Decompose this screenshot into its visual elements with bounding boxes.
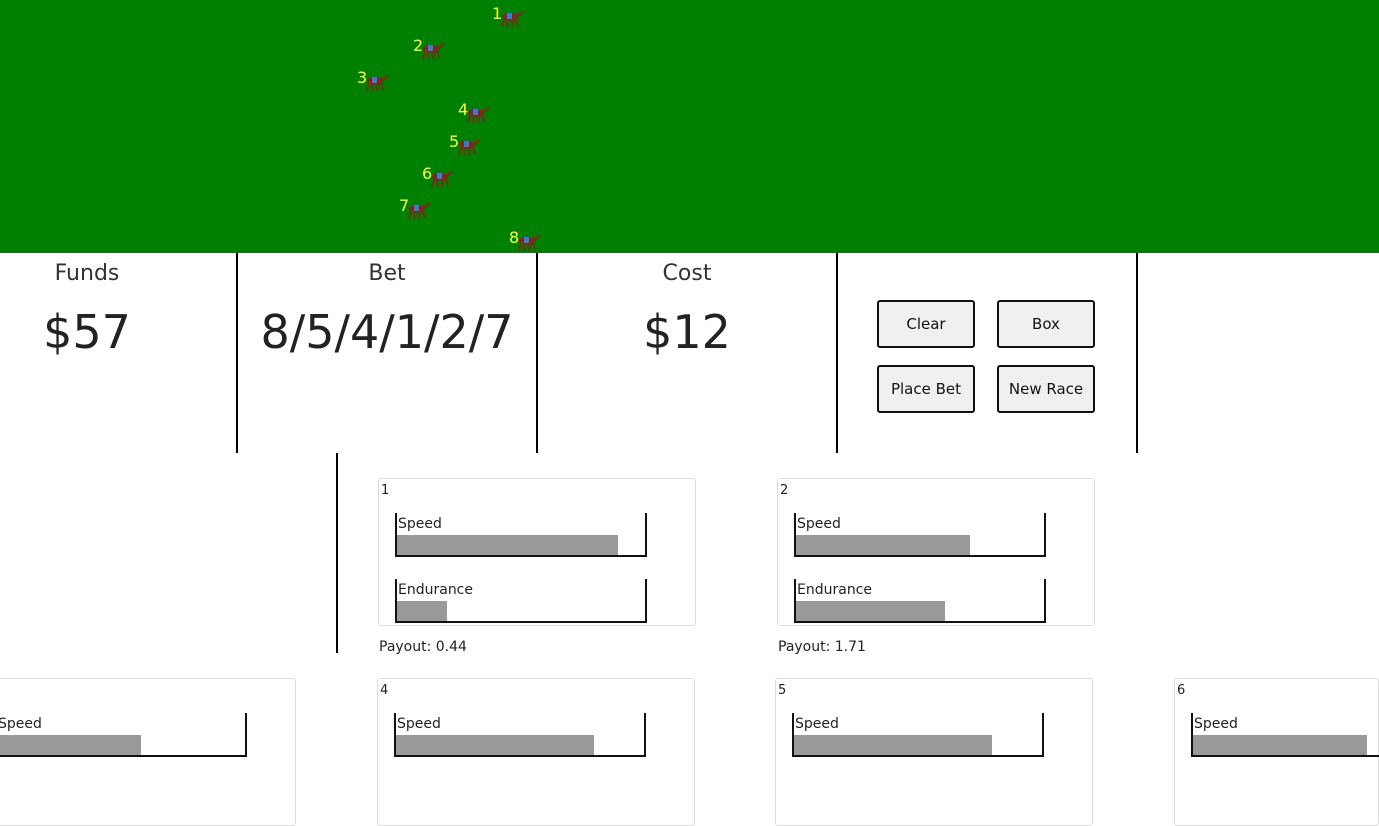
card-number: 5 <box>778 683 787 698</box>
horse-icon <box>422 43 444 60</box>
speed-label: Speed <box>398 516 442 532</box>
card-number: 6 <box>1177 683 1186 698</box>
divider <box>1136 253 1138 453</box>
cost-value: $12 <box>643 305 731 359</box>
horse-number: 1 <box>492 4 503 23</box>
horse-icon <box>467 107 489 124</box>
speed-bar <box>1193 735 1367 755</box>
card-number: 2 <box>780 483 789 498</box>
funds-label: Funds <box>54 261 120 286</box>
speed-bar <box>794 735 993 755</box>
cost-label: Cost <box>662 261 712 286</box>
card-number: 4 <box>380 683 389 698</box>
speed-stat: Speed <box>794 513 1046 557</box>
horse-icon <box>518 235 540 252</box>
horse-number: 5 <box>449 132 460 151</box>
controls-panel: Clear Box Place Bet New Race <box>838 253 1136 453</box>
horse-icon <box>458 139 480 156</box>
endurance-stat: Endurance <box>395 579 647 623</box>
speed-stat: Speed <box>792 713 1044 757</box>
speed-bar <box>396 735 595 755</box>
speed-label: Speed <box>795 716 839 732</box>
cost-panel: Cost $12 <box>538 253 836 453</box>
race-track: 1 2 3 <box>0 0 1379 253</box>
bet-label: Bet <box>368 261 406 286</box>
horse-number: 4 <box>458 100 469 119</box>
horse-icon <box>501 11 523 28</box>
speed-bar <box>0 735 141 755</box>
endurance-bar <box>397 601 447 621</box>
horse-card-2: 2 Speed Endurance <box>777 478 1095 626</box>
card-number: 1 <box>381 483 390 498</box>
horse-card-5: 5 Speed <box>775 678 1093 826</box>
endurance-bar <box>796 601 945 621</box>
endurance-stat: Endurance <box>794 579 1046 623</box>
horse-card-4: 4 Speed <box>377 678 695 826</box>
horse-number: 3 <box>357 68 368 87</box>
horse-number: 6 <box>422 164 433 183</box>
speed-stat: Speed <box>394 713 646 757</box>
divider <box>336 453 338 653</box>
bet-value: 8/5/4/1/2/7 <box>260 305 514 359</box>
endurance-label: Endurance <box>797 582 872 598</box>
speed-stat: Speed <box>0 713 247 757</box>
payout-label: Payout: 0.44 <box>379 639 467 655</box>
speed-label: Speed <box>0 716 42 732</box>
divider <box>236 253 238 453</box>
endurance-label: Endurance <box>398 582 473 598</box>
payout-label: Payout: 1.71 <box>778 639 866 655</box>
place-bet-button[interactable]: Place Bet <box>877 365 975 413</box>
speed-label: Speed <box>397 716 441 732</box>
clear-button[interactable]: Clear <box>877 300 975 348</box>
speed-label: Speed <box>797 516 841 532</box>
horse-icon <box>366 75 388 92</box>
horse-number: 2 <box>413 36 424 55</box>
speed-label: Speed <box>1194 716 1238 732</box>
divider <box>836 253 838 453</box>
horse-number: 8 <box>509 228 520 247</box>
horse-card-3: Speed <box>0 678 296 826</box>
funds-panel: Funds $57 <box>0 253 174 453</box>
horse-icon <box>408 203 430 220</box>
bet-panel: Bet 8/5/4/1/2/7 <box>238 253 536 453</box>
speed-stat: Speed <box>395 513 647 557</box>
new-race-button[interactable]: New Race <box>997 365 1095 413</box>
horse-number: 7 <box>399 196 410 215</box>
speed-bar <box>397 535 618 555</box>
box-button[interactable]: Box <box>997 300 1095 348</box>
horse-card-6: 6 Speed <box>1174 678 1379 826</box>
horse-card-1: 1 Speed Endurance <box>378 478 696 626</box>
horse-icon <box>431 171 453 188</box>
funds-value: $57 <box>43 305 131 359</box>
divider <box>536 253 538 453</box>
speed-bar <box>796 535 970 555</box>
speed-stat: Speed <box>1191 713 1379 757</box>
